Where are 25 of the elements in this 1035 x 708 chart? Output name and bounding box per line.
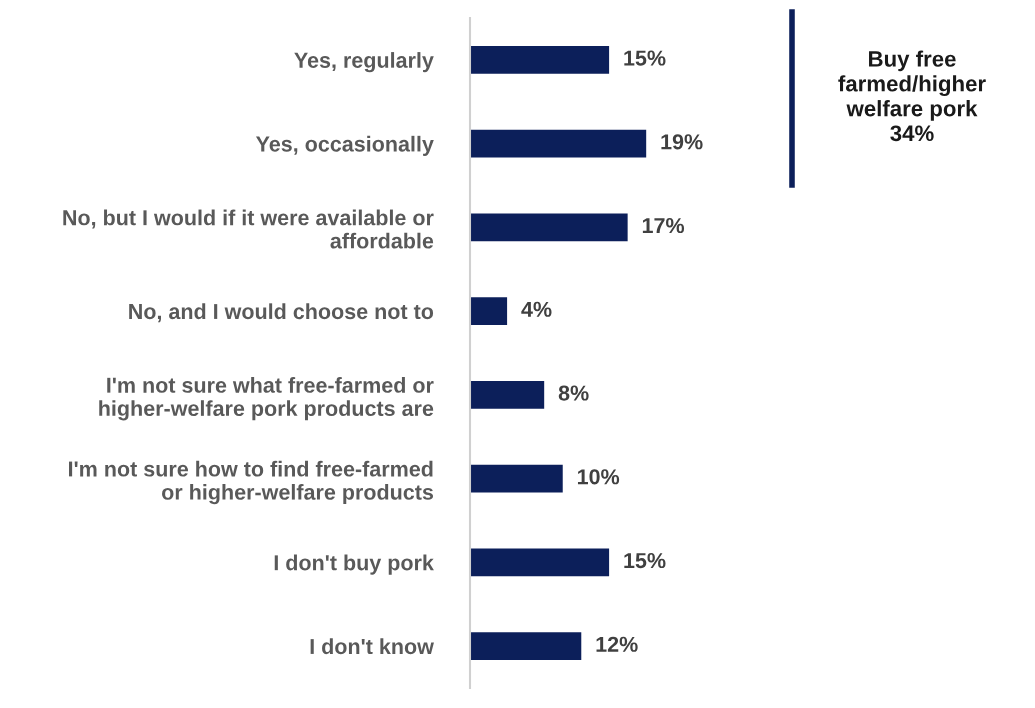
bar xyxy=(470,632,582,660)
bar xyxy=(470,129,647,158)
data-label: 10% xyxy=(577,469,620,485)
data-label: 8% xyxy=(558,385,589,401)
bar xyxy=(470,548,610,577)
bar xyxy=(470,464,563,493)
data-label: 15% xyxy=(624,552,666,569)
y-tick-label: I don't know xyxy=(310,638,434,655)
bar xyxy=(470,46,610,74)
text: Buy free farmed/higher welfare pork 34% xyxy=(838,50,986,142)
y-tick-label: Yes, regularly xyxy=(294,52,434,73)
bar xyxy=(470,381,545,409)
y-tick-label: No, but I would if it were available or affordable xyxy=(63,209,434,249)
y-tick-label: No, and I would choose not to xyxy=(129,303,434,323)
data-label: 19% xyxy=(661,134,703,150)
data-label: 17% xyxy=(642,217,685,234)
bar xyxy=(470,297,508,325)
y-tick-label: I don't buy pork xyxy=(274,554,434,575)
data-label: 15% xyxy=(624,50,666,66)
y-tick-label: I'm not sure how to find free-farmed or higher-welfare products xyxy=(69,460,434,505)
data-label: 12% xyxy=(596,636,638,652)
y-tick-label: Yes, occasionally xyxy=(255,135,434,156)
y-tick-label: I'm not sure what free-farmed or higher-welfare pork products are xyxy=(99,377,434,421)
data-label: 4% xyxy=(521,301,552,317)
bar xyxy=(470,213,628,242)
